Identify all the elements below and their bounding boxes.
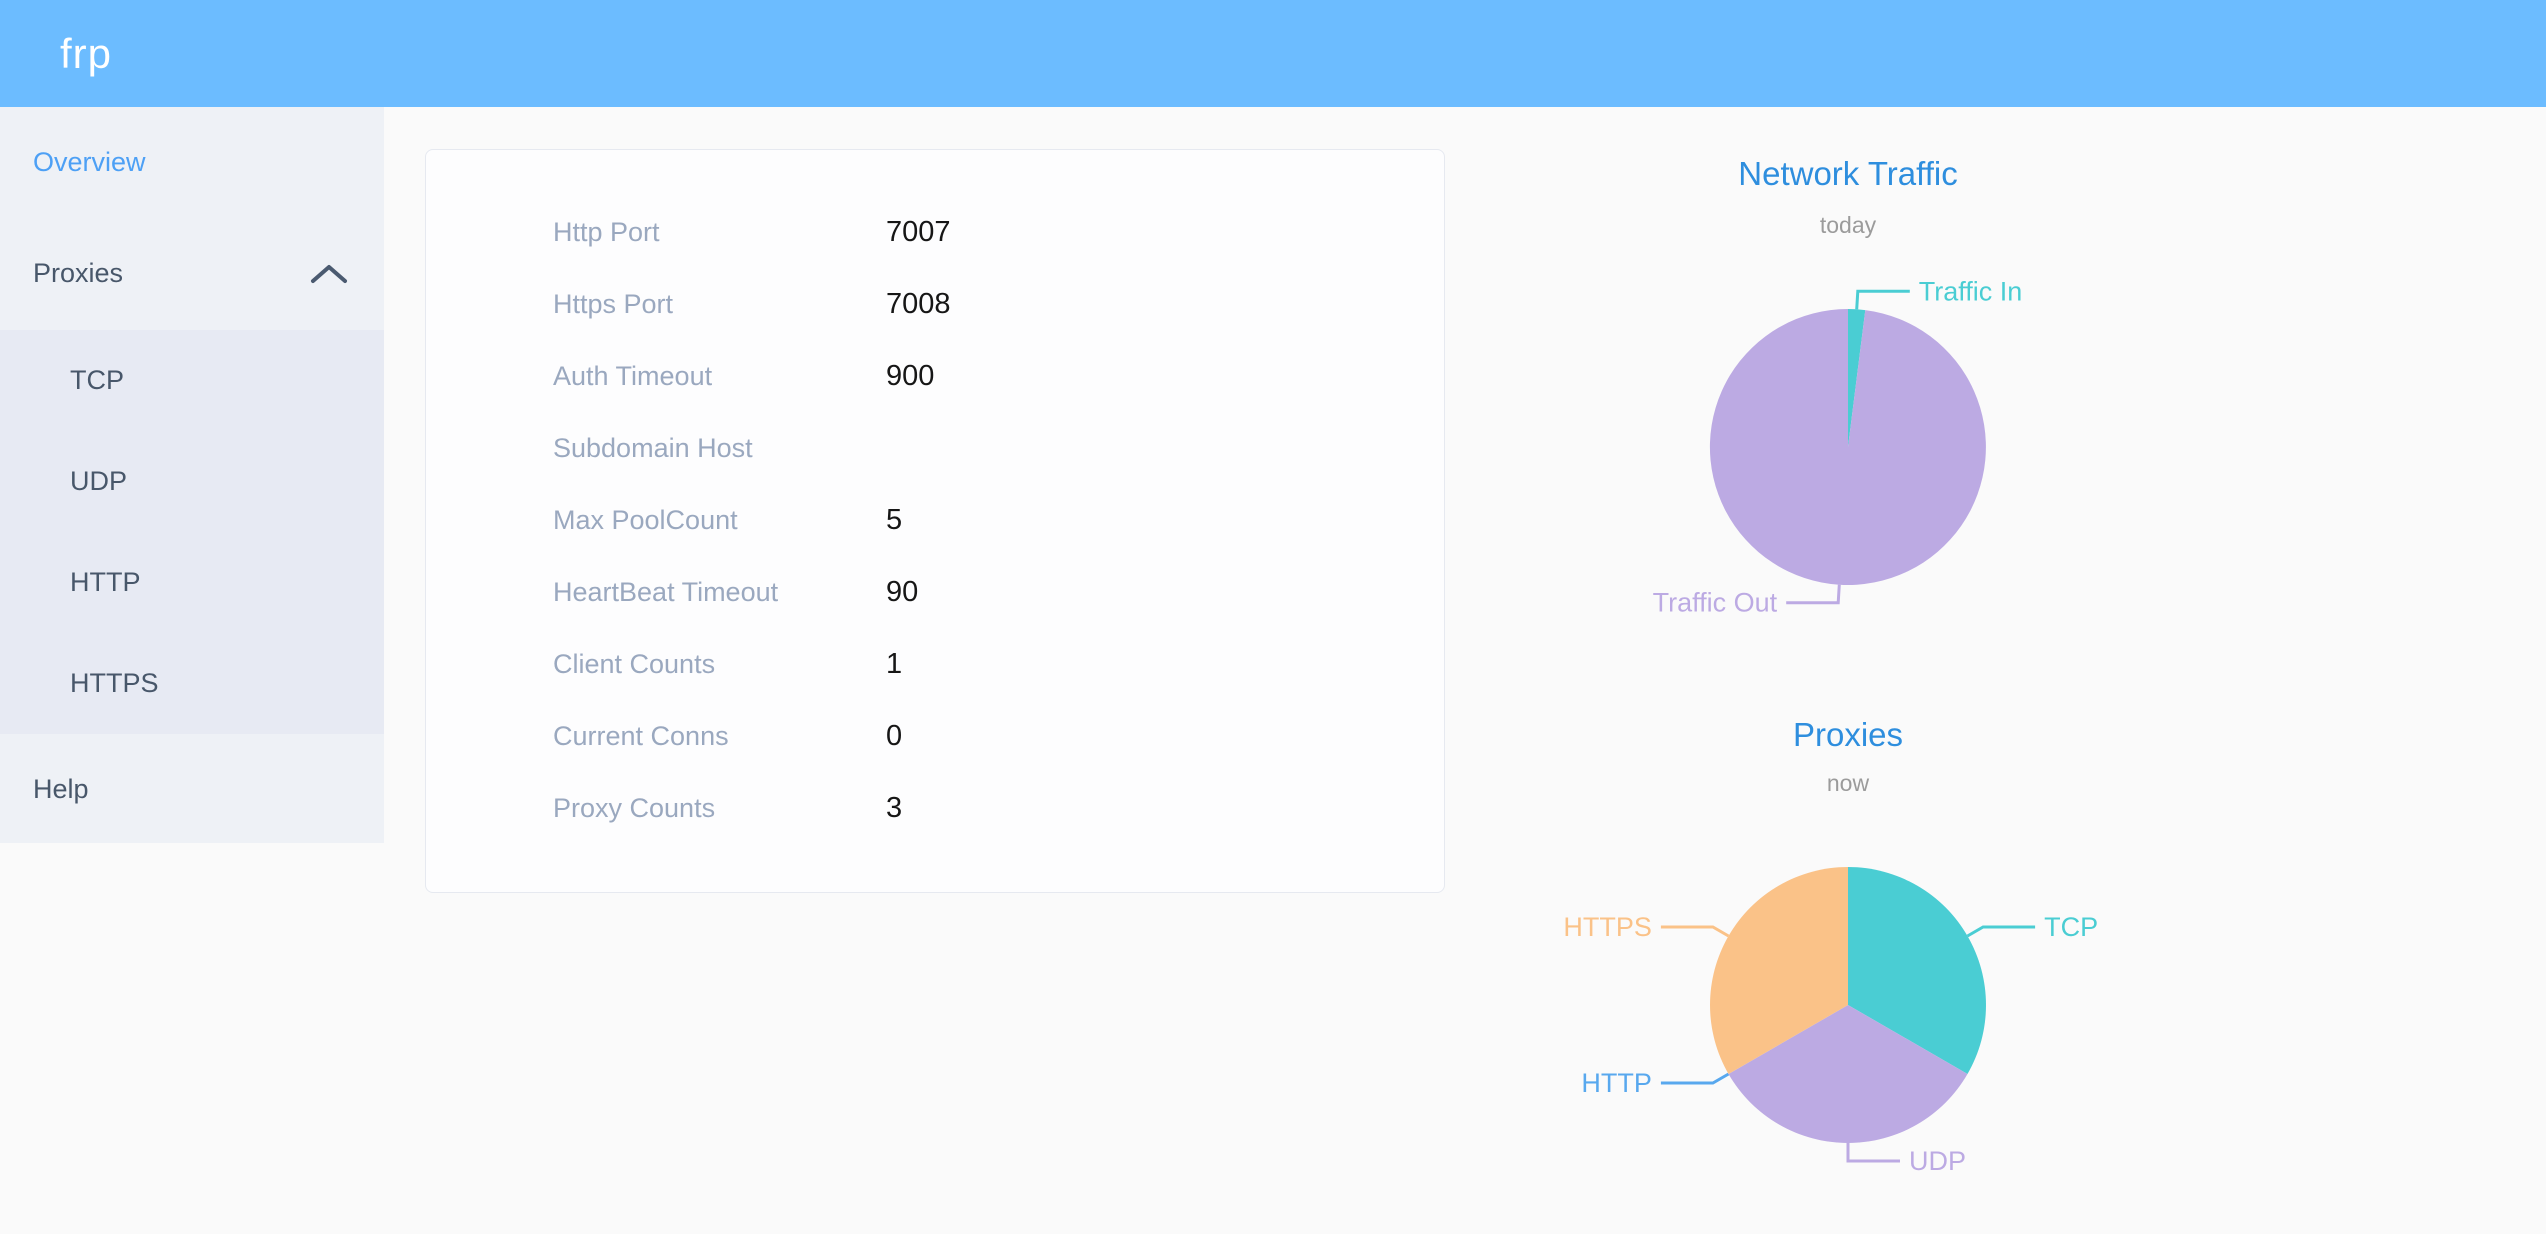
https-label-line bbox=[1660, 925, 1730, 938]
sidebar-item-label: Overview bbox=[33, 146, 146, 177]
tcp-slice[interactable] bbox=[1848, 867, 1986, 1074]
sidebar-item-udp[interactable]: UDP bbox=[0, 431, 384, 532]
traffic-out-slice[interactable] bbox=[1709, 308, 1986, 585]
tcp-label-line bbox=[1966, 925, 2036, 938]
config-label: Http Port bbox=[553, 216, 660, 247]
sidebar-item-tcp[interactable]: TCP bbox=[0, 330, 384, 431]
http-label-line bbox=[1660, 1072, 1730, 1085]
config-row: Subdomain Host bbox=[426, 412, 1444, 484]
sidebar-menu: Overview Proxies TCP UDP HTTP HTTPS Help bbox=[0, 107, 384, 843]
config-row: Client Counts 1 bbox=[426, 628, 1444, 700]
http-label: HTTP bbox=[1581, 1068, 1652, 1098]
config-label: Subdomain Host bbox=[553, 432, 753, 463]
config-row: HeartBeat Timeout 90 bbox=[426, 556, 1444, 628]
config-value: 5 bbox=[886, 503, 903, 536]
config-value: 7008 bbox=[886, 287, 951, 320]
https-label: HTTPS bbox=[1563, 912, 1652, 942]
proxies-chart-subtitle: now bbox=[1826, 770, 1870, 796]
config-label: Current Conns bbox=[553, 720, 729, 751]
sidebar-item-help[interactable]: Help bbox=[0, 734, 384, 844]
server-config-card: Http Port 7007 Https Port 7008 Auth Timeout 9… bbox=[425, 149, 1445, 893]
config-row: Http Port 7007 bbox=[426, 196, 1444, 268]
config-row: Current Conns 0 bbox=[426, 700, 1444, 772]
chevron-up-icon bbox=[311, 264, 347, 283]
udp-label: UDP bbox=[1909, 1146, 1966, 1176]
config-label: HeartBeat Timeout bbox=[553, 576, 779, 607]
proxies-submenu: TCP UDP HTTP HTTPS bbox=[0, 330, 384, 734]
traffic-in-slice[interactable] bbox=[1848, 309, 1866, 447]
https-slice[interactable] bbox=[1710, 867, 1848, 1074]
config-label: Https Port bbox=[553, 288, 674, 319]
proxies-pie-chart: TCP UDP HTTP HTTPS bbox=[1563, 867, 2098, 1176]
traffic-out-label-line bbox=[1786, 584, 1841, 605]
config-row: Https Port 7008 bbox=[426, 268, 1444, 340]
sidebar-item-label: Help bbox=[33, 773, 89, 804]
sidebar-item-label: TCP bbox=[70, 365, 124, 395]
sidebar-item-http[interactable]: HTTP bbox=[0, 532, 384, 633]
traffic-in-label-line bbox=[1855, 289, 1910, 310]
config-value: 7007 bbox=[886, 215, 951, 248]
header-bar: frp bbox=[0, 0, 2546, 107]
sidebar-item-label: Proxies bbox=[33, 258, 124, 288]
app-logo: frp bbox=[60, 29, 113, 77]
config-value: 90 bbox=[886, 575, 919, 608]
config-value: 1 bbox=[886, 647, 903, 680]
tcp-label: TCP bbox=[2044, 912, 2098, 942]
config-value: 3 bbox=[886, 791, 903, 824]
sidebar-item-https[interactable]: HTTPS bbox=[0, 633, 384, 734]
traffic-in-label: Traffic In bbox=[1919, 276, 2023, 306]
config-label: Proxy Counts bbox=[553, 792, 716, 823]
config-label: Client Counts bbox=[553, 648, 716, 679]
config-row: Proxy Counts 3 bbox=[426, 772, 1444, 844]
sidebar-item-label: UDP bbox=[70, 466, 128, 496]
config-row: Max PoolCount 5 bbox=[426, 484, 1444, 556]
network-traffic-subtitle: today bbox=[1819, 212, 1877, 238]
config-label: Max PoolCount bbox=[553, 504, 738, 535]
udp-slice[interactable] bbox=[1728, 1005, 1968, 1143]
sidebar-item-label: HTTP bbox=[70, 567, 141, 597]
sidebar-item-proxies[interactable]: Proxies bbox=[0, 217, 384, 330]
config-value: 900 bbox=[886, 359, 935, 392]
proxies-chart-title: Proxies bbox=[1792, 716, 1904, 753]
network-traffic-pie-chart: Traffic In Traffic Out bbox=[1653, 276, 2023, 618]
network-traffic-title: Network Traffic bbox=[1738, 155, 1958, 192]
config-row: Auth Timeout 900 bbox=[426, 340, 1444, 412]
sidebar-item-label: HTTPS bbox=[70, 668, 159, 698]
config-value: 0 bbox=[886, 719, 903, 752]
udp-label-line bbox=[1846, 1143, 1900, 1163]
traffic-out-label: Traffic Out bbox=[1653, 588, 1778, 618]
sidebar-item-overview[interactable]: Overview bbox=[0, 107, 384, 217]
config-label: Auth Timeout bbox=[553, 360, 713, 391]
